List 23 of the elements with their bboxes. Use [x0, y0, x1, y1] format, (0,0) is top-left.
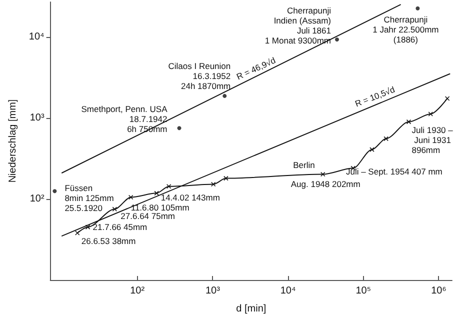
x-axis-title: d [min] — [236, 304, 266, 314]
x-tick-label: 10⁵ — [356, 286, 372, 296]
annotation: Cherrapunji Indien (Assam) Juli 1861 1 Monat 9300mm — [264, 6, 332, 46]
annotation: 11.6.80 105mm — [130, 202, 190, 212]
x-tick-label: 10⁴ — [280, 286, 296, 296]
y-tick-label: 10² — [30, 193, 45, 204]
annotation: Juli – Sept. 1954 407 mm — [346, 166, 442, 177]
y-tick-label: 10³ — [30, 112, 45, 124]
annotation: Aug. 1948 202mm — [290, 179, 360, 190]
annotation: 26.6.53 38mm — [81, 236, 136, 246]
annotation: Berlin — [293, 160, 316, 170]
x-tick-label: 10² — [130, 286, 146, 296]
y-tick-label: 10⁴ — [28, 31, 44, 42]
x-tick-label: 10³ — [205, 286, 221, 296]
annotation: Cilaos I Reunion 16.3.1952 24h 1870mm — [168, 60, 231, 91]
annotation: Füssen 8min 125mm 25.5.1920 — [64, 183, 114, 214]
annotation: Juli 1930 – Juni 1931 896mm — [412, 124, 454, 155]
annotation: Cherrapunji 1 Jahr 22.500mm (1886) — [372, 14, 439, 44]
annotation: 27.6.64 75mm — [120, 211, 175, 222]
y-axis-title: Niederschlag [mm] — [8, 99, 18, 183]
x-tick-label: 10⁶ — [431, 286, 446, 296]
annotation: 14.4.02 143mm — [160, 192, 220, 202]
annotation: 21.7.66 45mm — [92, 222, 148, 232]
